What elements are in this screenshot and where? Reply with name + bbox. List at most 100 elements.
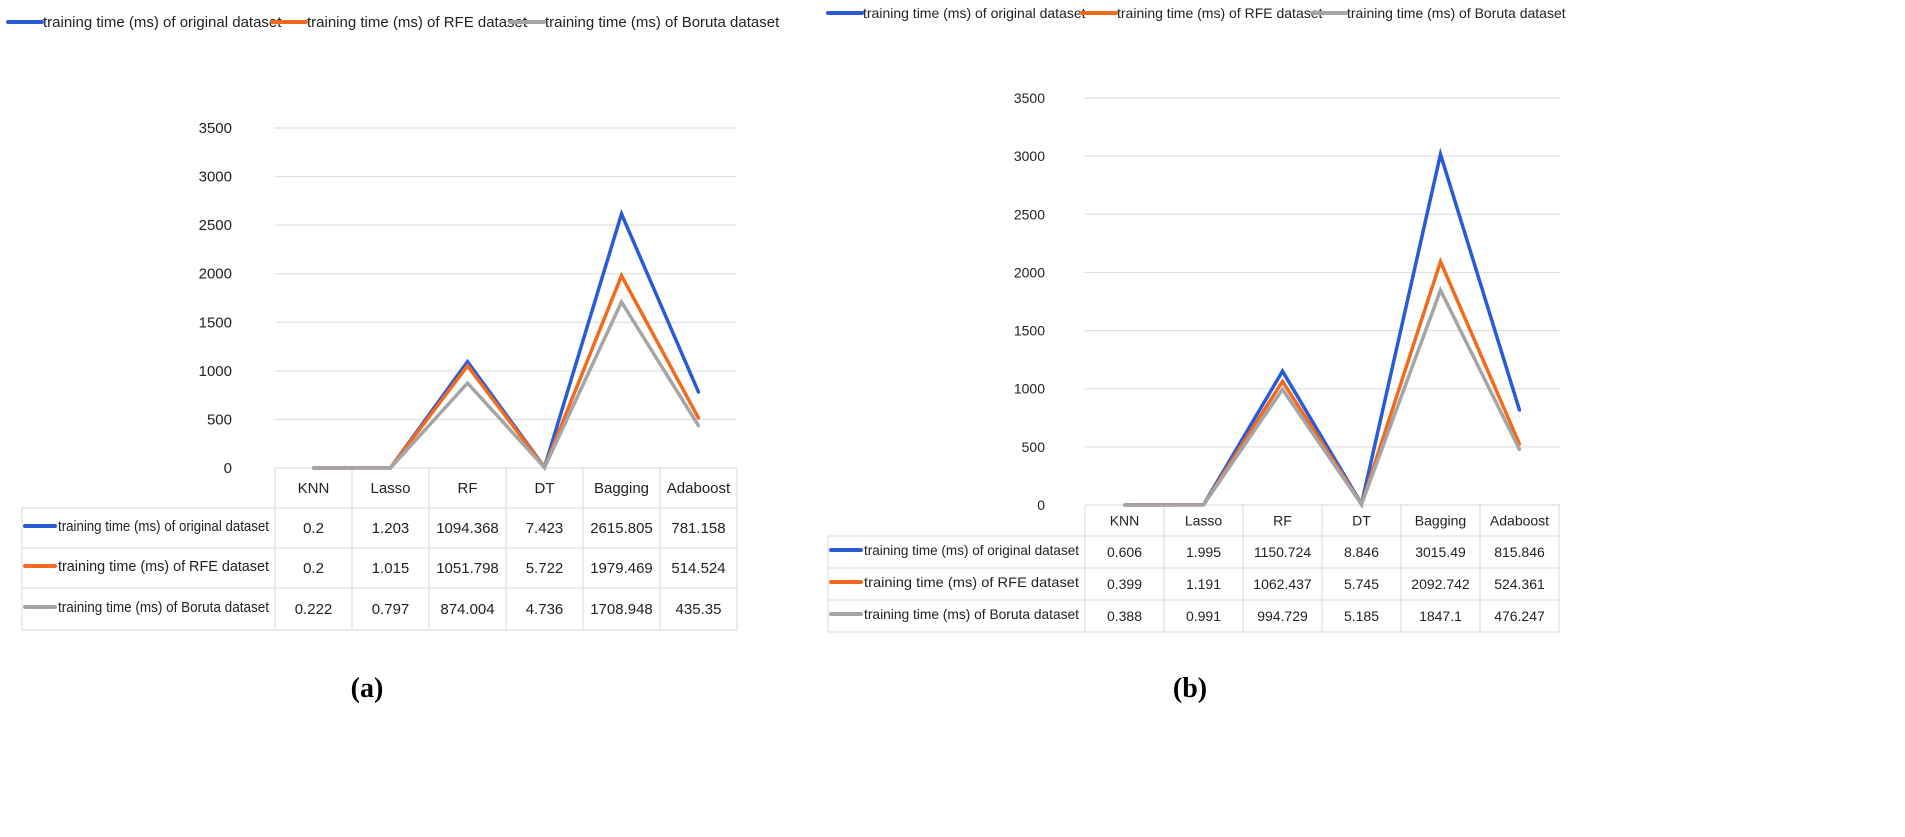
x-tick-label: DT bbox=[535, 480, 555, 497]
table-row-header: training time (ms) of original dataset bbox=[58, 518, 270, 535]
table-value-cell: 2615.805 bbox=[590, 520, 653, 537]
table-value-cell: 8.846 bbox=[1344, 544, 1379, 560]
table-value-cell: 435.35 bbox=[676, 601, 722, 618]
y-tick-label: 1500 bbox=[1014, 323, 1045, 339]
x-tick-label: KNN bbox=[1110, 513, 1140, 529]
table-value-cell: 1708.948 bbox=[590, 601, 653, 618]
table-value-cell: 514.524 bbox=[671, 560, 725, 577]
data-point bbox=[1280, 387, 1285, 391]
table-value-cell: 1.015 bbox=[372, 560, 410, 577]
x-tick-label: RF bbox=[458, 480, 478, 497]
x-tick-label: Adaboost bbox=[667, 480, 731, 497]
y-tick-label: 0 bbox=[224, 460, 232, 477]
y-tick-label: 2500 bbox=[199, 217, 232, 234]
series-line bbox=[313, 208, 701, 472]
data-point bbox=[465, 381, 470, 385]
table-value-cell: 815.846 bbox=[1494, 544, 1545, 560]
legend-label: training time (ms) of Boruta dataset bbox=[1347, 5, 1566, 21]
table-value-cell: 5.722 bbox=[526, 560, 564, 577]
series-line bbox=[313, 271, 701, 471]
table-value-cell: 5.745 bbox=[1344, 576, 1379, 592]
table-row-header: training time (ms) of RFE dataset bbox=[58, 558, 270, 575]
x-tick-label: Lasso bbox=[1185, 513, 1223, 529]
table-value-cell: 0.2 bbox=[303, 520, 324, 537]
series-line bbox=[1124, 285, 1522, 509]
y-tick-label: 2500 bbox=[1014, 206, 1045, 222]
data-point bbox=[696, 416, 701, 420]
table-value-cell: 1.995 bbox=[1186, 544, 1221, 560]
table-value-cell: 781.158 bbox=[671, 520, 725, 537]
y-tick-label: 2000 bbox=[199, 266, 232, 283]
data-point bbox=[1122, 503, 1127, 507]
data-point bbox=[619, 212, 624, 216]
table-value-cell: 0.606 bbox=[1107, 544, 1142, 560]
series-line bbox=[1124, 256, 1522, 509]
data-point bbox=[1280, 379, 1285, 384]
data-point bbox=[696, 390, 701, 394]
table-value-cell: 0.797 bbox=[372, 601, 410, 618]
table-value-cell: 1.203 bbox=[372, 520, 410, 537]
table-value-cell: 1062.437 bbox=[1253, 576, 1312, 592]
table-value-cell: 0.2 bbox=[303, 560, 324, 577]
x-tick-label: Bagging bbox=[1415, 513, 1466, 529]
x-tick-label: Lasso bbox=[370, 480, 410, 497]
table-value-cell: 0.222 bbox=[295, 601, 333, 618]
data-point bbox=[311, 466, 316, 470]
y-tick-label: 1500 bbox=[199, 314, 232, 331]
table-value-cell: 476.247 bbox=[1494, 608, 1545, 624]
table-value-cell: 994.729 bbox=[1257, 608, 1308, 624]
table-value-cell: 1847.1 bbox=[1419, 608, 1462, 624]
table-value-cell: 1150.724 bbox=[1254, 544, 1312, 560]
data-point bbox=[388, 466, 393, 470]
y-tick-label: 500 bbox=[207, 411, 232, 428]
y-tick-label: 3000 bbox=[199, 169, 232, 186]
legend-label: training time (ms) of RFE dataset bbox=[307, 14, 528, 31]
y-tick-label: 3500 bbox=[1014, 90, 1045, 106]
data-point bbox=[542, 465, 547, 470]
y-tick-label: 3500 bbox=[199, 120, 232, 137]
table-value-cell: 0.388 bbox=[1107, 608, 1142, 624]
data-point bbox=[619, 300, 624, 304]
table-row-header: training time (ms) of Boruta dataset bbox=[864, 606, 1079, 622]
table-value-cell: 524.361 bbox=[1494, 576, 1545, 592]
y-tick-label: 1000 bbox=[199, 363, 232, 380]
table-value-cell: 1051.798 bbox=[436, 560, 499, 577]
y-tick-label: 1000 bbox=[1014, 381, 1045, 397]
table-value-cell: 3015.49 bbox=[1415, 544, 1466, 560]
x-tick-label: Bagging bbox=[594, 480, 649, 497]
x-tick-label: RF bbox=[1273, 513, 1292, 529]
panel-label: (a) bbox=[351, 673, 384, 704]
data-point bbox=[1201, 503, 1206, 507]
data-point bbox=[1438, 260, 1443, 264]
table-value-cell: 4.736 bbox=[526, 601, 564, 618]
legend-label: training time (ms) of RFE dataset bbox=[1117, 5, 1323, 21]
data-point bbox=[1359, 502, 1364, 506]
y-tick-label: 0 bbox=[1037, 497, 1045, 513]
legend-label: training time (ms) of original dataset bbox=[43, 14, 282, 31]
table-row-header: training time (ms) of original dataset bbox=[864, 542, 1079, 558]
table-value-cell: 7.423 bbox=[526, 520, 564, 537]
x-tick-label: DT bbox=[1352, 513, 1371, 529]
data-point bbox=[1438, 288, 1443, 292]
table-value-cell: 2092.742 bbox=[1411, 576, 1470, 592]
x-tick-label: Adaboost bbox=[1490, 513, 1549, 529]
table-value-cell: 0.991 bbox=[1186, 608, 1221, 624]
x-tick-label: KNN bbox=[298, 480, 330, 497]
data-point bbox=[619, 274, 624, 278]
panel-label: (b) bbox=[1173, 673, 1207, 704]
data-point bbox=[1280, 369, 1285, 373]
table-value-cell: 1094.368 bbox=[436, 520, 499, 537]
table-value-cell: 5.185 bbox=[1344, 608, 1379, 624]
table-value-cell: 1.191 bbox=[1186, 576, 1221, 592]
table-row-header: training time (ms) of Boruta dataset bbox=[58, 599, 270, 616]
legend-label: training time (ms) of original dataset bbox=[863, 5, 1086, 21]
y-tick-label: 3000 bbox=[1014, 148, 1045, 164]
table-value-cell: 1979.469 bbox=[590, 560, 653, 577]
data-point bbox=[1517, 408, 1522, 412]
data-point bbox=[1438, 152, 1443, 156]
table-row-header: training time (ms) of RFE dataset bbox=[864, 574, 1079, 590]
y-tick-label: 2000 bbox=[1014, 264, 1045, 280]
data-point bbox=[696, 424, 701, 428]
data-point bbox=[465, 364, 470, 368]
